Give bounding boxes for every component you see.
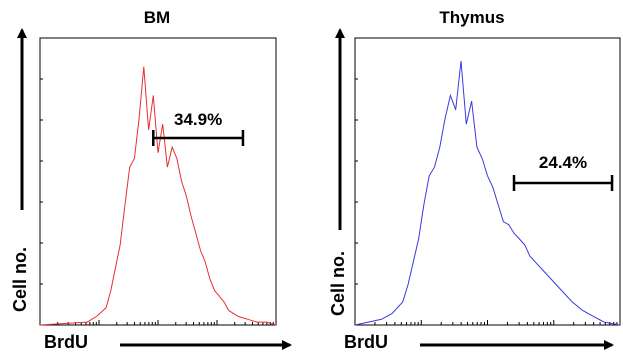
panel-title: Thymus bbox=[439, 8, 504, 27]
plot-frame bbox=[39, 37, 277, 326]
gate-percentage-label: 24.4% bbox=[539, 153, 587, 172]
panel-title: BM bbox=[144, 8, 170, 27]
histogram-panel-bm: BM Cell no. BrdU 34.9% bbox=[10, 8, 292, 352]
y-ticks bbox=[355, 78, 358, 285]
x-axis-label: BrdU bbox=[44, 332, 88, 352]
histogram-panel-thymus: Thymus Cell no. BrdU 24.4% bbox=[328, 8, 621, 352]
plot-frame bbox=[354, 37, 621, 326]
y-ticks bbox=[40, 78, 43, 285]
histogram-line bbox=[354, 60, 621, 326]
x-axis-label: BrdU bbox=[344, 332, 388, 352]
gate-percentage-label: 34.9% bbox=[174, 110, 222, 129]
histogram-line bbox=[39, 66, 277, 326]
y-axis-label: Cell no. bbox=[10, 247, 30, 312]
x-ticks bbox=[354, 320, 618, 325]
y-axis-label: Cell no. bbox=[328, 251, 348, 316]
